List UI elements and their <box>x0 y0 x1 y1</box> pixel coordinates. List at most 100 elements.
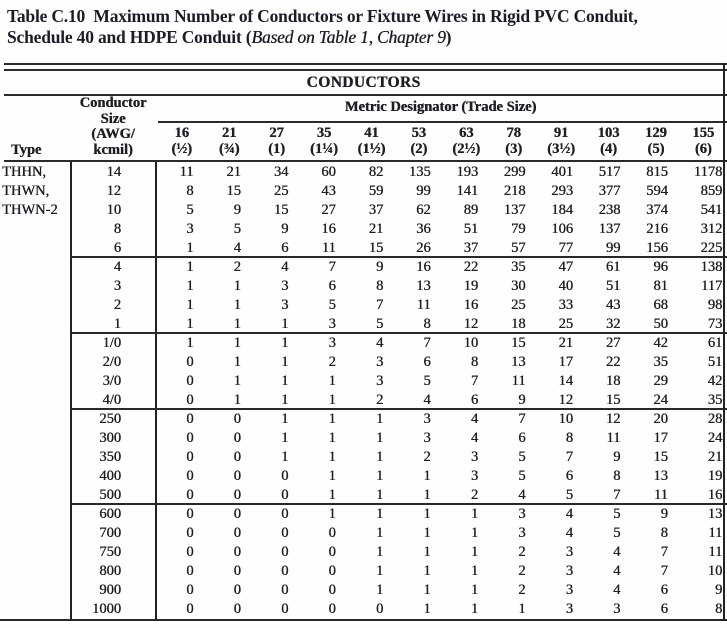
table-row: 2 1 1 3 5 7 11 16 25 33 43 68 98 <box>70 296 727 315</box>
value-cell: 0 <box>186 449 194 465</box>
table-title-line2-suffix: ) <box>445 27 452 47</box>
trade-size-value: (6) <box>694 140 712 157</box>
trade-size-value: (3) <box>505 140 523 157</box>
value-cell: 225 <box>700 240 723 256</box>
value-cell: 5 <box>375 316 384 332</box>
value-cell: 40 <box>558 278 573 294</box>
value-cell: 21 <box>226 164 241 180</box>
value-cell: 99 <box>416 183 431 199</box>
value-cell: 5 <box>233 221 241 237</box>
conductor-size-cell: 2 <box>113 297 121 313</box>
value-cell: 0 <box>186 525 194 541</box>
table-row: 900 0 0 0 0 1 1 1 2 3 4 6 9 <box>70 581 727 600</box>
value-cell: 68 <box>653 297 668 313</box>
value-cell: 5 <box>518 449 526 465</box>
value-cell: 4 <box>470 430 479 446</box>
value-cell: 0 <box>328 525 336 541</box>
value-cell: 13 <box>707 506 723 522</box>
value-cell: 4 <box>470 411 479 427</box>
table-row: 1 1 1 1 3 5 8 12 18 25 32 50 73 <box>70 315 727 334</box>
value-cell: 0 <box>281 563 289 579</box>
size-group: 1/0 1 1 1 3 4 7 10 15 21 27 42 61 2/0 0 1 1 2 3 6 8 13 17 22 35 5… <box>70 334 727 410</box>
value-cell: 11 <box>606 430 621 446</box>
value-cell: 0 <box>233 430 241 446</box>
conductor-size-cell: 750 <box>99 544 121 560</box>
value-cell: 0 <box>281 601 289 617</box>
size-group: 4 1 2 4 7 9 16 22 35 47 61 96 138 3 1 1 3 6 8 13 19 30 40 51 81 1… <box>70 258 727 334</box>
column-header: 78 (3) <box>490 125 537 160</box>
table-row: 12 8 15 25 43 59 99 141 218 293 377 594 859 <box>70 182 727 201</box>
conductor-size-cell: 1 <box>113 316 121 332</box>
value-cell: 77 <box>558 240 573 256</box>
value-cell: 8 <box>423 316 431 332</box>
value-cell: 99 <box>605 240 621 256</box>
conductor-type-label: THWN, <box>2 183 50 199</box>
column-header: 91 (3½) <box>537 125 584 160</box>
trade-size-value: (2½) <box>452 140 481 157</box>
value-cell: 4 <box>565 506 573 522</box>
value-cell: 1 <box>233 373 241 389</box>
value-cell: 9 <box>518 392 526 408</box>
column-header: 16 (½) <box>158 125 205 160</box>
value-cell: 1 <box>423 468 431 484</box>
value-cell: 8 <box>613 468 621 484</box>
value-cell: 1 <box>328 411 336 427</box>
conductor-size-cell: 14 <box>106 164 122 180</box>
column-header: 155 (6) <box>680 125 727 160</box>
trade-size-value: (3½) <box>547 140 575 157</box>
column-header: 41 (1½) <box>348 125 395 160</box>
value-cell: 2 <box>518 563 526 579</box>
value-cell: 3 <box>518 506 526 522</box>
value-cell: 3 <box>423 411 431 427</box>
value-cell: 42 <box>653 335 668 351</box>
value-cell: 3 <box>328 335 336 351</box>
value-cell: 11 <box>321 240 336 256</box>
value-cell: 859 <box>700 183 723 199</box>
value-cell: 1 <box>233 335 241 351</box>
value-cell: 1 <box>375 582 384 598</box>
value-cell: 15 <box>368 240 384 256</box>
value-cell: 13 <box>416 278 431 294</box>
value-cell: 19 <box>707 468 723 484</box>
value-cell: 1 <box>423 525 431 541</box>
value-cell: 1 <box>423 506 431 522</box>
size-column-divider <box>154 161 157 620</box>
table-row: 250 0 0 1 1 1 3 4 7 10 12 20 28 <box>70 410 727 429</box>
conductor-size-cell: 250 <box>99 411 121 427</box>
metric-designator-value: 16 <box>174 125 189 141</box>
value-cell: 1 <box>186 278 194 294</box>
value-cell: 6 <box>660 601 668 617</box>
value-cell: 0 <box>186 601 194 617</box>
value-cell: 11 <box>511 373 526 389</box>
value-cell: 51 <box>707 354 723 370</box>
value-cell: 0 <box>186 411 194 427</box>
size-group: 14 11 21 34 60 82 135 193 299 401 517 815 1178 12 8 15 2… <box>70 163 727 258</box>
conductor-size-cell: 12 <box>106 183 122 199</box>
value-cell: 0 <box>233 601 241 617</box>
value-cell: 2 <box>470 487 479 503</box>
value-cell: 0 <box>233 468 241 484</box>
value-cell: 11 <box>708 525 723 541</box>
value-cell: 0 <box>186 354 194 370</box>
value-cell: 184 <box>551 202 573 218</box>
value-cell: 59 <box>368 183 384 199</box>
column-header: 27 (1) <box>253 125 300 160</box>
value-cell: 0 <box>233 563 241 579</box>
value-cell: 1178 <box>693 164 723 180</box>
value-cell: 1 <box>328 468 336 484</box>
value-cell: 8 <box>470 354 479 370</box>
type-column-header: Type <box>11 142 42 158</box>
size-header-line: Size <box>100 110 126 127</box>
value-cell: 218 <box>503 183 526 199</box>
conductors-rule <box>4 94 727 96</box>
trade-size-value: (1) <box>268 140 285 157</box>
value-cell: 11 <box>179 164 194 180</box>
value-cell: 16 <box>321 221 336 237</box>
column-header: 103 (4) <box>585 125 632 160</box>
value-cell: 3 <box>281 297 289 313</box>
value-cell: 1 <box>375 544 384 560</box>
metric-designator-value: 21 <box>221 125 237 141</box>
value-cell: 11 <box>708 544 723 560</box>
value-cell: 1 <box>375 525 384 541</box>
table-title-line2-italic: Based on Table 1, Chapter 9 <box>251 27 446 47</box>
